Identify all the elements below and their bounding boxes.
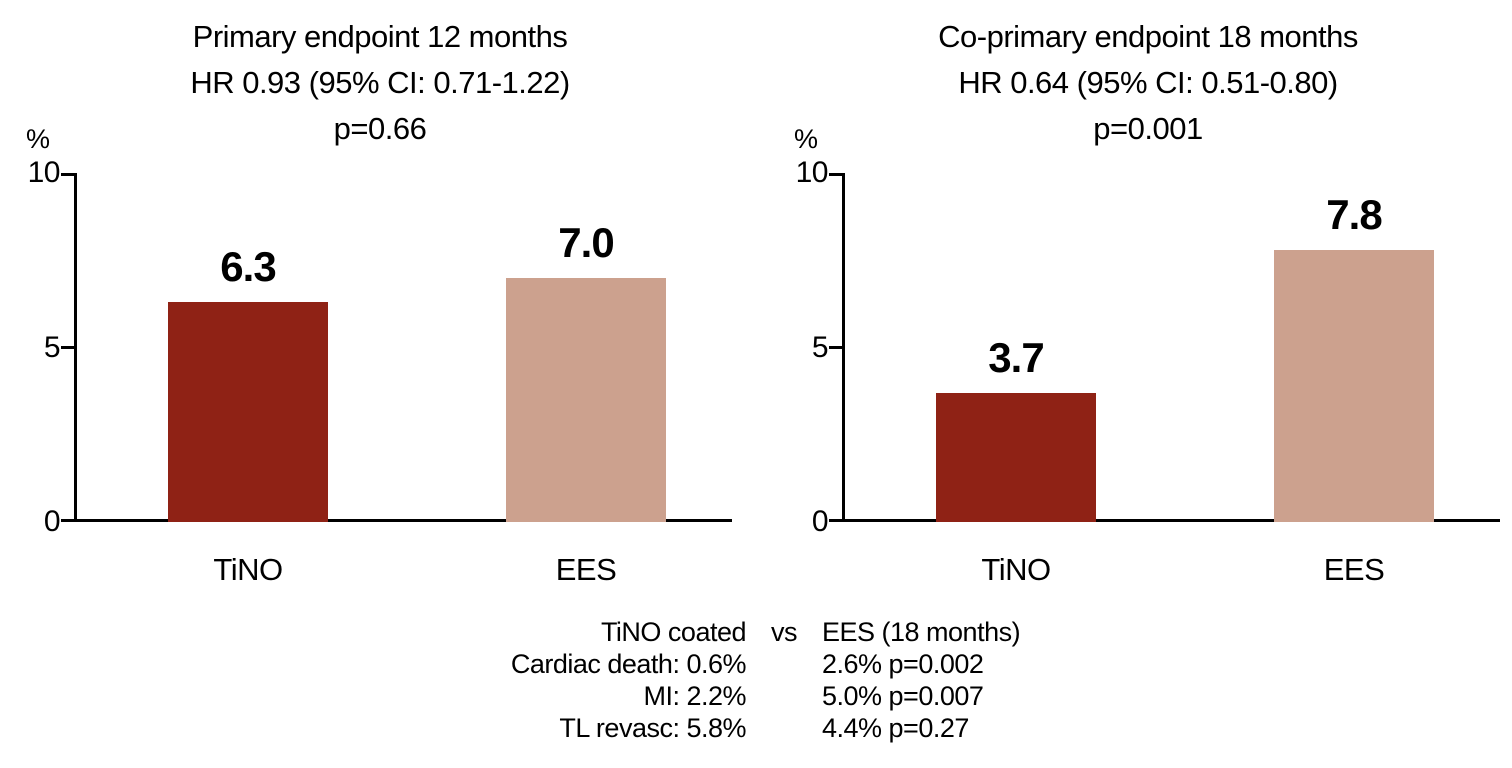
category-label-ees: EES — [555, 552, 617, 587]
footnote-cell-mid — [746, 680, 822, 712]
bar-value-label-ees: 7.0 — [558, 218, 614, 266]
y-tick-label-10: 10 — [27, 156, 61, 189]
footnote-cell-right: 4.4% p=0.27 — [822, 713, 969, 743]
footnote-cell-left: TL revasc: 5.8% — [559, 713, 746, 743]
bar-ees — [506, 277, 666, 522]
footnote-row-header: TiNO coated vs EES (18 months) — [326, 616, 1262, 648]
y-axis-unit-label: % — [794, 124, 818, 154]
y-tick-label-0: 0 — [811, 505, 829, 538]
chart-title: Co-primary endpoint 18 months HR 0.64 (9… — [828, 14, 1468, 152]
x-axis-line — [74, 519, 732, 522]
chart-co-primary-endpoint-18-months: Co-primary endpoint 18 months HR 0.64 (9… — [788, 0, 1512, 610]
bar-tino — [168, 302, 328, 522]
category-label-ees: EES — [1323, 552, 1385, 587]
footnote-cell-mid — [746, 648, 822, 680]
footnote-row-tl-revasc: TL revasc: 5.8% 4.4% p=0.27 — [326, 712, 1262, 744]
y-tick-mark-5 — [829, 346, 842, 349]
y-tick-label-0: 0 — [43, 505, 61, 538]
y-tick-mark-10 — [61, 173, 74, 176]
y-tick-label-10: 10 — [795, 156, 829, 189]
category-label-tino: TiNO — [213, 552, 283, 587]
y-tick-label-5: 5 — [43, 331, 61, 364]
y-axis-line — [842, 173, 845, 522]
footnote-row-cardiac-death: Cardiac death: 0.6% 2.6% p=0.002 — [326, 648, 1262, 680]
y-tick-label-5: 5 — [811, 331, 829, 364]
y-axis-unit-label: % — [26, 124, 50, 154]
bar-value-label-tino: 6.3 — [220, 243, 276, 291]
footnote-cell-left: MI: 2.2% — [643, 681, 746, 711]
bar-value-label-ees: 7.8 — [1326, 190, 1382, 238]
bar-ees — [1274, 249, 1434, 522]
footnote-header-vs: vs — [771, 617, 798, 647]
footnote-header-left: TiNO coated — [600, 617, 747, 647]
x-axis-line — [842, 519, 1500, 522]
chart-title-line-3: p=0.66 — [333, 111, 427, 146]
bar-column-ees: 7.8 — [1274, 173, 1434, 522]
footnote-row-mi: MI: 2.2% 5.0% p=0.007 — [326, 680, 1262, 712]
chart-title-line-3: p=0.001 — [1093, 111, 1203, 146]
bar-column-ees: 7.0 — [506, 173, 666, 522]
footnote-cell-left: Cardiac death: 0.6% — [510, 649, 747, 679]
chart-title-line-2: HR 0.93 (95% CI: 0.71-1.22) — [190, 65, 570, 100]
footnote-cell-mid — [746, 712, 822, 744]
y-axis-line — [74, 173, 77, 522]
chart-title-line-1: Co-primary endpoint 18 months — [938, 19, 1358, 54]
chart-primary-endpoint-12-months: Primary endpoint 12 months HR 0.93 (95% … — [20, 0, 760, 610]
footnote-cell-right: 5.0% p=0.007 — [822, 681, 984, 711]
bar-value-label-tino: 3.7 — [988, 333, 1044, 381]
category-label-tino: TiNO — [981, 552, 1051, 587]
chart-title-line-2: HR 0.64 (95% CI: 0.51-0.80) — [958, 65, 1338, 100]
y-tick-mark-0 — [829, 519, 842, 522]
chart-title-line-1: Primary endpoint 12 months — [192, 19, 568, 54]
y-tick-mark-0 — [61, 519, 74, 522]
bar-tino — [936, 392, 1096, 522]
bar-column-tino: 6.3 — [168, 173, 328, 522]
chart-title: Primary endpoint 12 months HR 0.93 (95% … — [60, 14, 700, 152]
plot-area: 6.3 7.0 TiNO EES — [61, 173, 734, 587]
y-tick-mark-5 — [61, 346, 74, 349]
footnote-header-right: EES (18 months) — [822, 617, 1021, 647]
bar-column-tino: 3.7 — [936, 173, 1096, 522]
y-tick-mark-10 — [829, 173, 842, 176]
footnote-cell-right: 2.6% p=0.002 — [822, 649, 984, 679]
footnote-comparison-table: TiNO coated vs EES (18 months) Cardiac d… — [326, 616, 1262, 744]
plot-area: 3.7 7.8 TiNO EES — [829, 173, 1502, 587]
